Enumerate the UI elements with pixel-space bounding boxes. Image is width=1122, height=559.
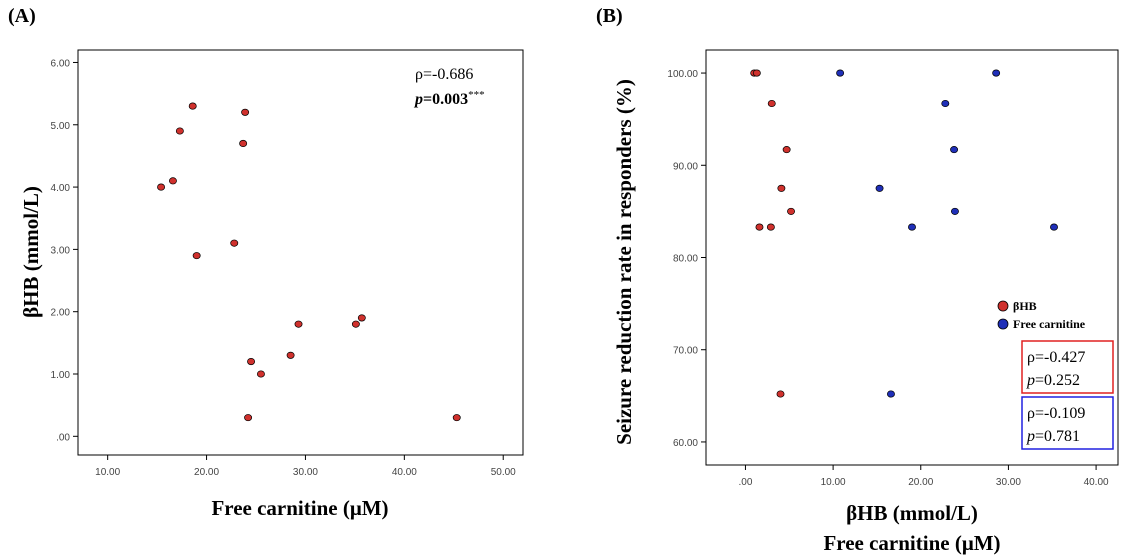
panel-b-y-tick-label: 100.00 bbox=[667, 69, 698, 80]
panel-a-points bbox=[157, 102, 461, 422]
panel-a-point-series-0 bbox=[244, 414, 253, 422]
panel-b-point-series-1 bbox=[951, 207, 959, 215]
panel-b-point-series-1 bbox=[950, 146, 959, 154]
panel-b-point-series-0 bbox=[776, 390, 785, 398]
panel-a-y-tick-label: 4.00 bbox=[51, 183, 71, 194]
panel-a-y-tick-label: 1.00 bbox=[51, 370, 71, 381]
panel-b-points bbox=[750, 69, 1058, 398]
panel-a-rho: ρ=-0.686 bbox=[415, 66, 473, 83]
panel-a-point-series-0 bbox=[230, 239, 239, 247]
panel-a-x-tick-label: 50.00 bbox=[491, 467, 516, 478]
panel-a-y-tick-label: 5.00 bbox=[51, 121, 71, 132]
stat-bhb-p-number: =0.252 bbox=[1035, 372, 1080, 389]
panel-a-x-tick-label: 30.00 bbox=[293, 467, 318, 478]
panel-a-point-series-0 bbox=[247, 357, 256, 366]
panel-b-stat-box-free-carnitine: ρ=-0.109 p=0.781 bbox=[1021, 396, 1114, 450]
panel-a-point-series-0 bbox=[192, 252, 201, 260]
panel-b-point-series-0 bbox=[767, 99, 776, 108]
panel-b-point-series-0 bbox=[766, 223, 775, 231]
panel-b-point-series-1 bbox=[875, 184, 884, 192]
panel-a-plot-frame bbox=[77, 49, 524, 456]
stat-free-carnitine-rho: ρ=-0.109 bbox=[1027, 405, 1085, 422]
stat-free-carnitine-p-number: =0.781 bbox=[1035, 428, 1080, 445]
panel-a-y-tick-label: .00 bbox=[56, 432, 70, 443]
panel-b-point-series-0 bbox=[787, 207, 795, 215]
panel-a-point-series-0 bbox=[188, 102, 197, 110]
panel-a-point-series-0 bbox=[175, 127, 184, 135]
legend-label-bhb: βHB bbox=[1013, 299, 1037, 313]
legend-marker-free-carnitine bbox=[997, 318, 1009, 330]
panel-b-point-series-1 bbox=[908, 223, 916, 231]
stat-box-free-carnitine-frame bbox=[1021, 396, 1114, 450]
panel-b-point-series-1 bbox=[887, 390, 895, 398]
legend-label-free-carnitine: Free carnitine bbox=[1013, 317, 1086, 331]
panel-a-point-series-0 bbox=[286, 351, 295, 359]
stat-box-bhb-frame bbox=[1021, 340, 1114, 394]
panel-a-point-series-0 bbox=[452, 414, 461, 422]
panel-b-stat-box-bhb: ρ=-0.427 p=0.252 bbox=[1021, 340, 1114, 394]
panel-b-label: (B) bbox=[596, 5, 623, 27]
panel-b-point-series-0 bbox=[755, 223, 764, 231]
panel-a-p-stars: *** bbox=[468, 89, 485, 101]
panel-a-y-tick-label: 3.00 bbox=[51, 245, 71, 256]
stat-bhb-rho: ρ=-0.427 bbox=[1027, 349, 1085, 366]
panel-a-p-symbol: p bbox=[413, 91, 423, 108]
panel-b-x-axis-title-2: Free carnitine (μM) bbox=[823, 531, 1000, 555]
panel-a-point-series-0 bbox=[241, 108, 250, 116]
panel-b-point-series-0 bbox=[782, 146, 791, 154]
panel-b-y-tick-label: 80.00 bbox=[673, 254, 698, 265]
panel-b-point-series-1 bbox=[1050, 223, 1058, 231]
panel-a-point-series-0 bbox=[157, 183, 166, 191]
panel-a-point-series-0 bbox=[357, 314, 366, 322]
panel-a-point-series-0 bbox=[351, 320, 360, 328]
panel-a-ticks: 10.00 20.00 30.00 40.00 50.00 .00 1.00 2.00 3.00… bbox=[51, 58, 517, 478]
panel-a-point-series-0 bbox=[168, 177, 177, 185]
panel-a-p-value: p=0.003*** bbox=[413, 89, 485, 108]
panel-a: (A) 10.00 20.00 30.00 40.00 50.00 .00 1.00 2.00… bbox=[8, 5, 524, 520]
panel-b-point-series-0 bbox=[777, 184, 786, 192]
panel-b-point-series-1 bbox=[836, 69, 845, 77]
panel-b-plot-frame bbox=[705, 49, 1119, 466]
panel-b-y-axis-title: Seizure reduction rate in responders (%) bbox=[612, 79, 636, 445]
panel-b-x-tick-label: .00 bbox=[738, 477, 752, 488]
panel-b-y-tick-label: 70.00 bbox=[673, 346, 698, 357]
panel-a-x-tick-label: 40.00 bbox=[392, 467, 417, 478]
panel-b-ticks: .00 10.00 20.00 30.00 40.00 60.00 70.00 80.00 90… bbox=[667, 69, 1109, 488]
panel-a-point-series-0 bbox=[256, 370, 265, 378]
stat-bhb-p-symbol: p bbox=[1026, 372, 1035, 389]
panel-a-x-axis-title: Free carnitine (μM) bbox=[211, 496, 388, 520]
panel-a-label: (A) bbox=[8, 5, 36, 27]
panel-b-x-axis-title: βHB (mmol/L) bbox=[846, 501, 978, 525]
panel-b-x-tick-label: 20.00 bbox=[908, 477, 933, 488]
panel-a-y-axis-title: βHB (mmol/L) bbox=[19, 186, 43, 318]
panel-b-x-tick-label: 30.00 bbox=[996, 477, 1021, 488]
stat-free-carnitine-p-symbol: p bbox=[1026, 428, 1035, 445]
panel-b-point-series-0 bbox=[752, 69, 761, 77]
panel-b-point-series-1 bbox=[992, 69, 1001, 77]
panel-a-point-series-0 bbox=[239, 139, 248, 148]
panel-b-y-tick-label: 60.00 bbox=[673, 438, 698, 449]
panel-a-x-tick-label: 20.00 bbox=[194, 467, 219, 478]
legend-marker-bhb bbox=[997, 300, 1009, 312]
panel-a-point-series-0 bbox=[294, 320, 303, 328]
panel-a-x-tick-label: 10.00 bbox=[95, 467, 120, 478]
stat-free-carnitine-p-value: p=0.781 bbox=[1026, 428, 1080, 445]
panel-b-x-tick-label: 40.00 bbox=[1084, 477, 1109, 488]
stat-bhb-p-value: p=0.252 bbox=[1026, 372, 1080, 389]
panel-b-legend: βHB Free carnitine bbox=[997, 299, 1086, 331]
panel-a-p-number: =0.003 bbox=[423, 91, 468, 108]
panel-b-point-series-1 bbox=[941, 99, 950, 108]
panel-b-x-tick-label: 10.00 bbox=[821, 477, 846, 488]
panel-a-y-tick-label: 6.00 bbox=[51, 58, 71, 69]
panel-b-y-tick-label: 90.00 bbox=[673, 161, 698, 172]
panel-b: (B) .00 10.00 20.00 30.00 40.00 60.00 70.00 80.… bbox=[596, 5, 1119, 555]
panel-a-y-tick-label: 2.00 bbox=[51, 308, 71, 319]
